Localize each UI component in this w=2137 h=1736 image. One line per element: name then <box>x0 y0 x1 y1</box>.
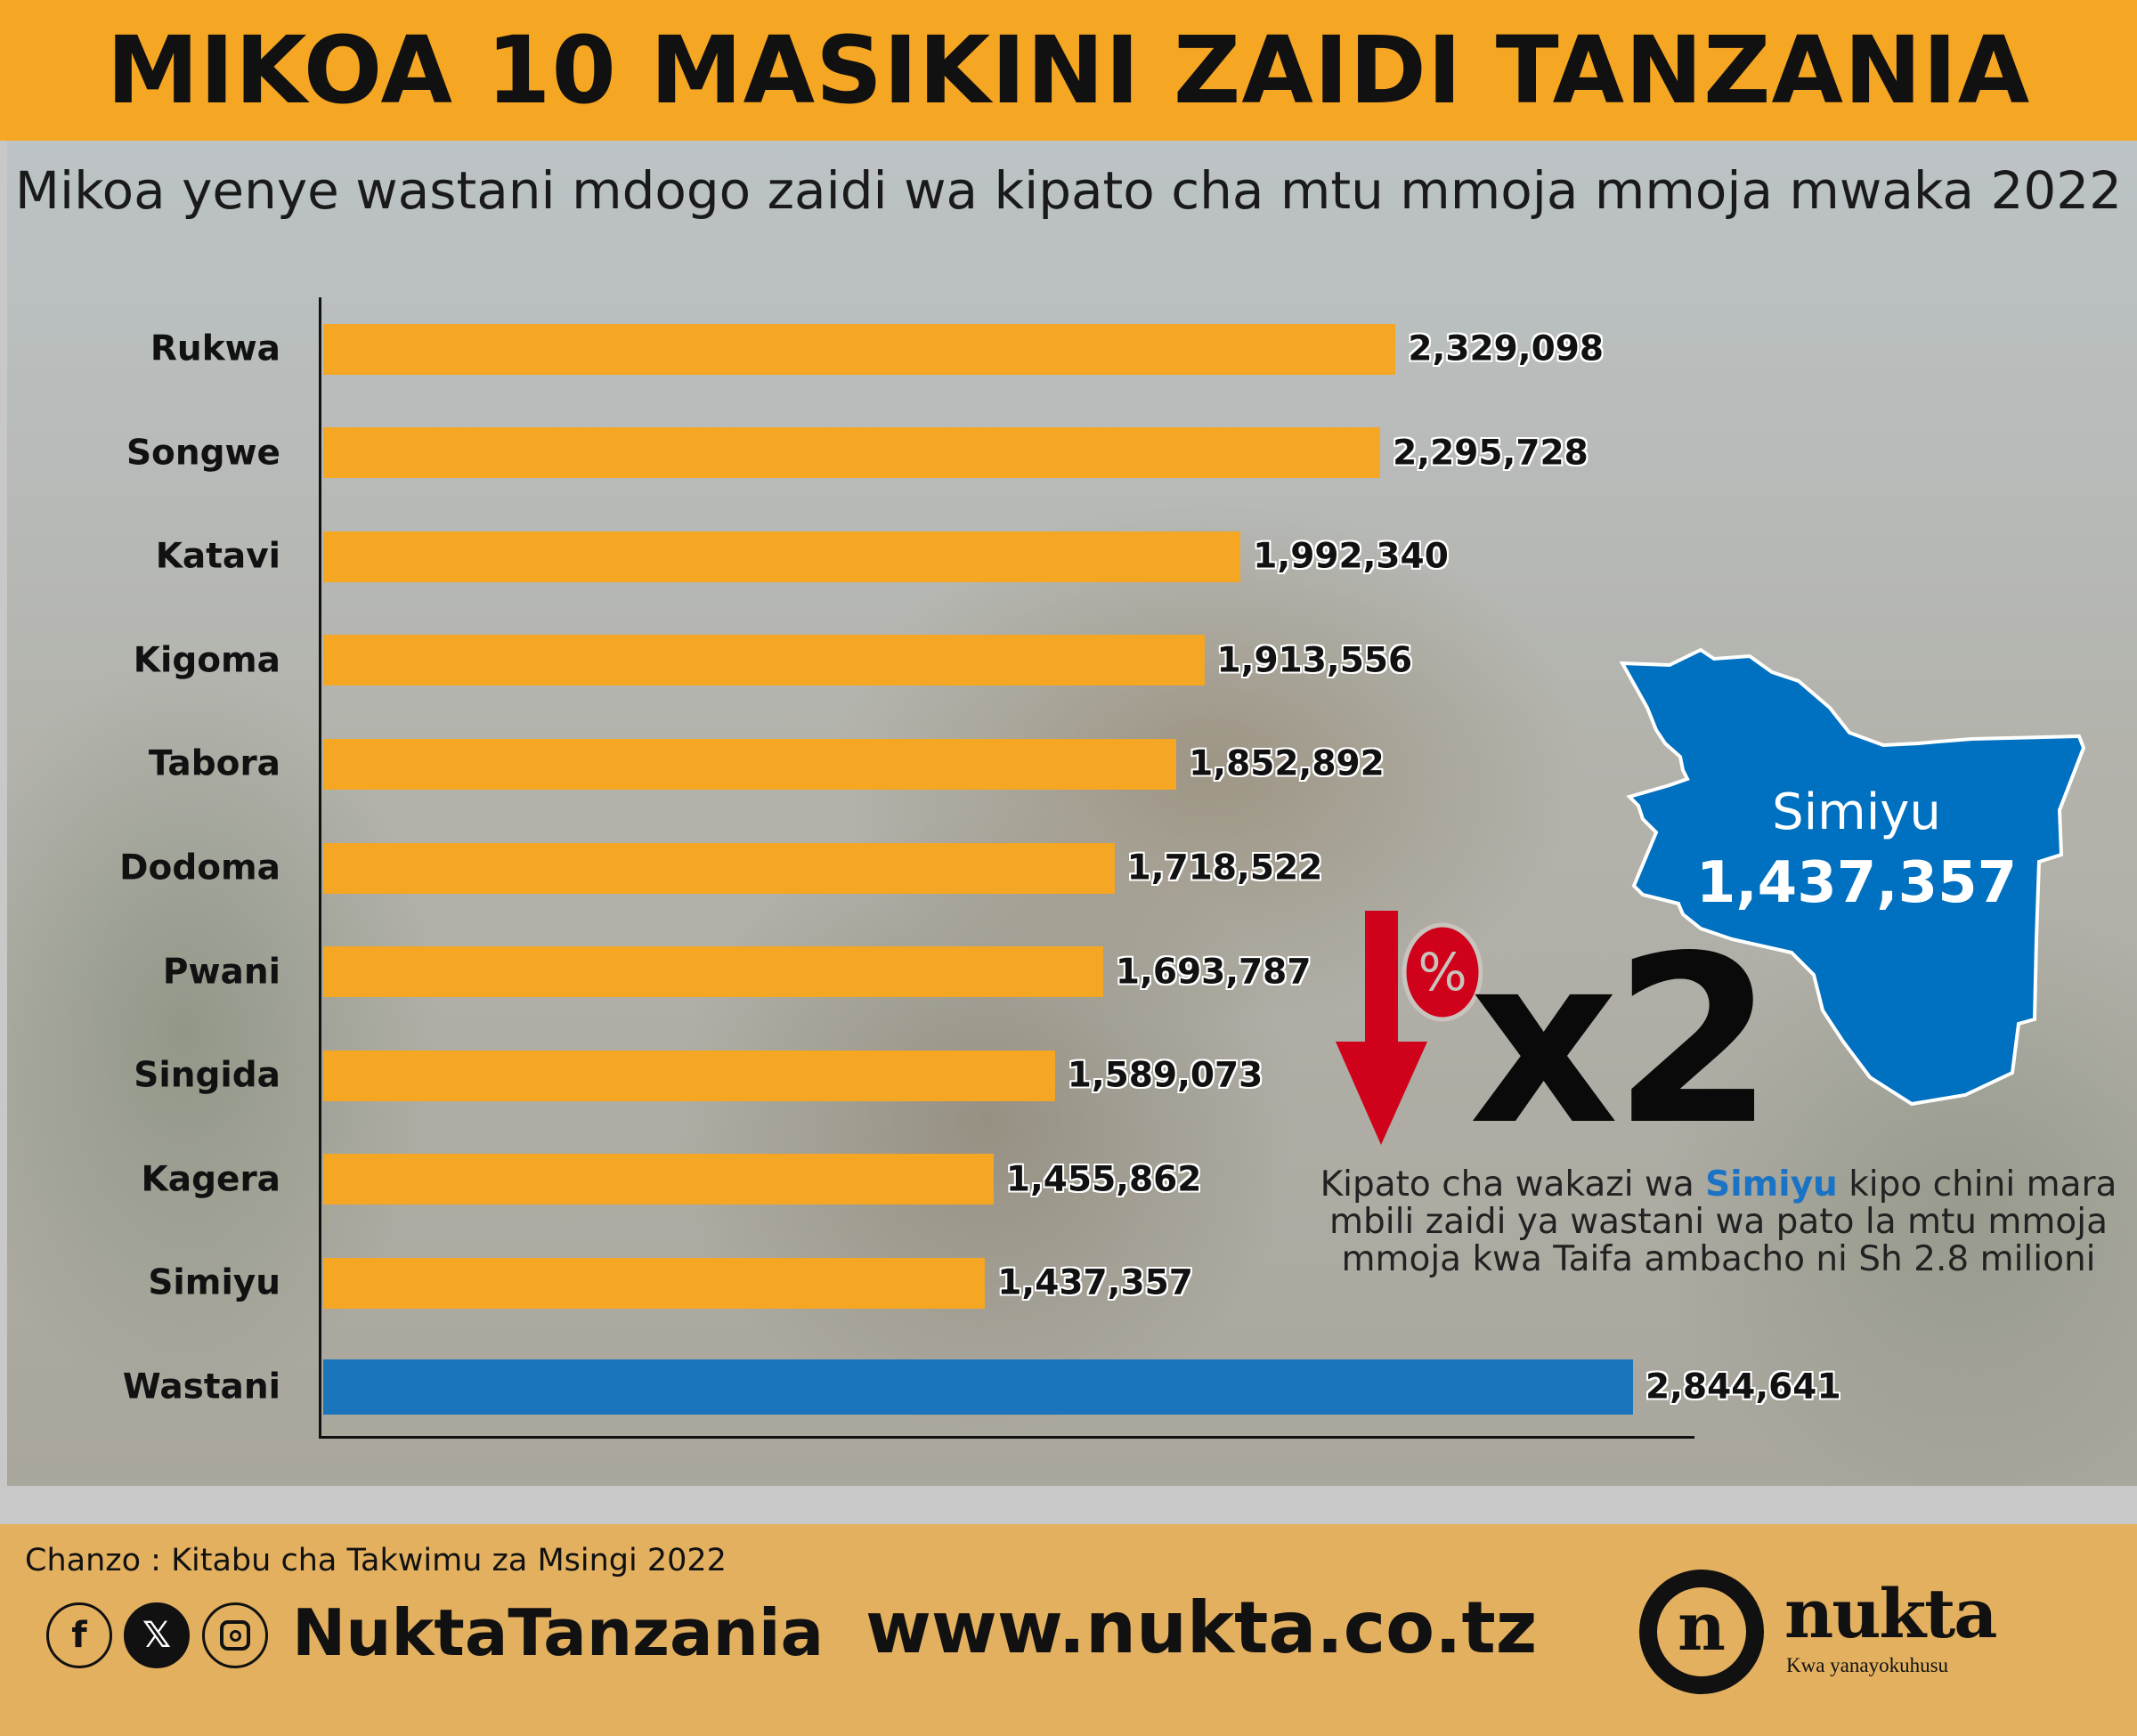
social-handle: NuktaTanzania <box>292 1595 825 1670</box>
bar-kagera <box>323 1154 994 1205</box>
category-label: Kagera <box>141 1159 280 1200</box>
category-label: Wastani <box>122 1367 280 1407</box>
logo-tagline: Kwa yanayokuhusu <box>1786 1654 1949 1676</box>
bar-average <box>323 1359 1633 1415</box>
bar-pwani <box>323 946 1103 998</box>
value-label: 2,844,641 <box>1645 1367 1841 1407</box>
note-highlight: Simiyu <box>1705 1164 1838 1205</box>
value-label: 1,589,073 <box>1067 1055 1264 1096</box>
category-label: Rukwa <box>150 329 280 369</box>
value-label: 1,693,787 <box>1115 952 1312 993</box>
x-axis-line <box>319 1436 1694 1439</box>
subtitle: Mikoa yenye wastani mdogo zaidi wa kipat… <box>14 160 2123 221</box>
arrow-shaft <box>1365 911 1398 1044</box>
website-link[interactable]: www.nukta.co.tz <box>865 1586 1538 1669</box>
map-region <box>1619 647 2086 1107</box>
category-label: Kigoma <box>133 640 280 681</box>
percent-circle <box>1402 922 1483 1022</box>
bar-tabora <box>323 738 1177 790</box>
footer <box>0 1524 2137 1736</box>
percent-icon: % <box>1418 942 1467 1002</box>
category-label: Songwe <box>126 433 280 474</box>
note-text: Kipato cha wakazi wa <box>1320 1164 1706 1205</box>
map-region-name: Simiyu <box>1772 783 1941 841</box>
value-label: 1,913,556 <box>1216 640 1413 681</box>
category-label: Dodoma <box>119 848 280 888</box>
value-label: 2,329,098 <box>1408 329 1604 369</box>
bar-rukwa <box>323 323 1396 375</box>
value-label: 1,455,862 <box>1005 1159 1202 1200</box>
facebook-icon[interactable]: f <box>46 1602 112 1668</box>
bar-katavi <box>323 531 1241 582</box>
x-icon[interactable]: 𝕏 <box>124 1602 190 1668</box>
category-label: Pwani <box>162 952 280 993</box>
bar-chart: Rukwa 2,329,098 Songwe 2,295,728 Katavi 1,992… <box>119 297 1841 1439</box>
category-label: Tabora <box>148 743 280 784</box>
bar-singida <box>323 1050 1055 1101</box>
nukta-logo-icon: n <box>1639 1570 1764 1694</box>
value-label: 1,718,522 <box>1126 848 1323 888</box>
value-label: 2,295,728 <box>1393 433 1589 474</box>
category-label: Singida <box>134 1055 280 1096</box>
highlight-note: Kipato cha wakazi wa Simiyu kipo chini m… <box>1309 1166 2128 1278</box>
logo-letter: n <box>1657 1587 1746 1676</box>
page-title: MIKOA 10 MASIKINI ZAIDI TANZANIA <box>106 16 2031 125</box>
value-label: 1,992,340 <box>1253 536 1449 577</box>
bar-kigoma <box>323 635 1205 686</box>
bar-simiyu <box>323 1257 986 1309</box>
note-text-end: kipo chini mara mbili zaidi ya wastani w… <box>1329 1164 2117 1279</box>
bar-songwe <box>323 427 1381 479</box>
divider-strip <box>0 1486 2137 1524</box>
map-region-value: 1,437,357 <box>1695 850 2018 916</box>
value-label: 1,437,357 <box>997 1262 1193 1303</box>
down-arrow-percent-icon: % <box>1336 911 1483 1145</box>
multiplier-label: x2 <box>1469 907 1775 1176</box>
bar-dodoma <box>323 842 1115 894</box>
logo-wordmark: nukta <box>1784 1574 1998 1653</box>
category-label: Katavi <box>155 536 280 577</box>
y-axis-line <box>319 297 321 1439</box>
simiyu-map-shape <box>1619 647 2086 1107</box>
source-note: Chanzo : Kitabu cha Takwimu za Msingi 20… <box>25 1543 727 1578</box>
category-label: Simiyu <box>148 1262 280 1303</box>
value-label: 1,852,892 <box>1189 743 1385 784</box>
title-banner: MIKOA 10 MASIKINI ZAIDI TANZANIA <box>0 0 2137 141</box>
instagram-icon[interactable] <box>202 1602 268 1668</box>
arrow-head <box>1336 1042 1427 1145</box>
